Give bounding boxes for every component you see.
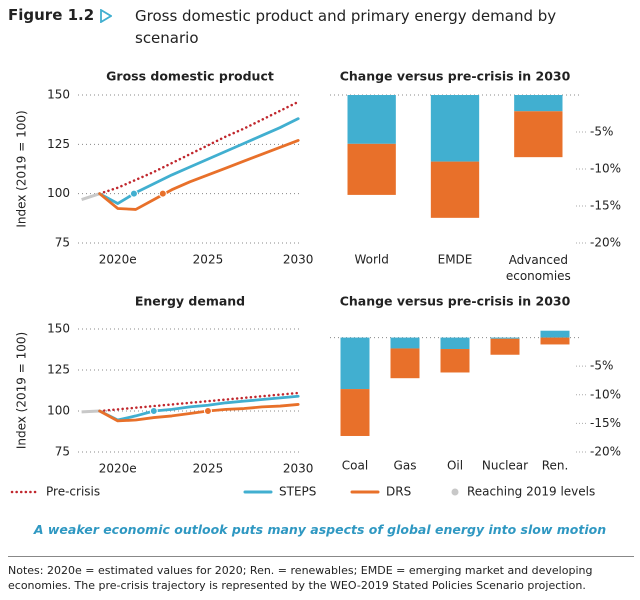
notes: Notes: 2020e = estimated values for 2020… <box>8 556 634 593</box>
reach-marker <box>203 407 212 415</box>
x-tick-label: 2025 <box>193 462 224 476</box>
bar-segment <box>540 330 570 338</box>
series-line <box>98 100 300 195</box>
bar-segment <box>430 95 480 162</box>
legend-label: Pre-crisis <box>46 485 100 499</box>
legend-swatch <box>451 488 459 496</box>
y-tick-label: -5% <box>590 359 613 373</box>
bar-segment <box>490 337 520 339</box>
bar-segment <box>490 338 520 355</box>
history-line <box>81 192 101 202</box>
series-line <box>98 394 300 422</box>
panel-title: Change versus pre-crisis in 2030 <box>340 69 571 84</box>
y-tick-label: 75 <box>55 236 70 250</box>
reach-marker <box>149 407 158 415</box>
bar-segment <box>514 95 563 112</box>
y-tick-label: -10% <box>590 387 621 401</box>
y-tick-label: 125 <box>47 363 70 377</box>
x-tick-label: World <box>354 253 388 267</box>
bar-segment <box>540 337 570 345</box>
bar-segment <box>340 389 370 436</box>
panel-title: Change versus pre-crisis in 2030 <box>340 294 571 309</box>
history-line <box>81 409 100 414</box>
x-tick-label: 2030 <box>283 462 314 476</box>
bar-segment <box>440 349 470 373</box>
panel-title: Gross domestic product <box>106 69 274 84</box>
y-tick-label: 75 <box>55 445 70 459</box>
y-tick-label: 100 <box>47 404 70 418</box>
y-tick-label: 125 <box>47 137 70 151</box>
y-tick-label: 150 <box>47 322 70 336</box>
series-line <box>98 117 300 205</box>
x-tick-label: Nuclear <box>482 459 528 473</box>
bar-segment <box>430 161 480 218</box>
y-axis-label: Index (2019 = 100) <box>15 332 29 449</box>
x-tick-label: Coal <box>342 459 368 473</box>
y-axis-label: Index (2019 = 100) <box>15 110 29 227</box>
x-tick-label: Advanced economies <box>506 253 571 283</box>
reach-marker <box>158 189 167 198</box>
header: Figure 1.2 Gross domestic product and pr… <box>0 0 640 52</box>
figure-label: Figure 1.2 <box>8 6 95 24</box>
y-tick-label: 150 <box>47 88 70 102</box>
reach-marker <box>129 189 138 198</box>
panel-title: Energy demand <box>135 294 245 309</box>
caption: A weaker economic outlook puts many aspe… <box>33 522 607 537</box>
y-tick-label: -20% <box>590 445 621 459</box>
y-tick-label: -10% <box>590 162 621 176</box>
x-tick-label: 2030 <box>283 253 314 267</box>
series-line <box>98 391 300 413</box>
bar-segment <box>390 348 420 379</box>
y-tick-label: 100 <box>47 186 70 200</box>
x-tick-label: 2020e <box>99 253 137 267</box>
series-line <box>98 403 300 423</box>
bar-segment <box>440 337 470 350</box>
x-tick-label: Ren. <box>542 459 569 473</box>
y-tick-label: -20% <box>590 236 621 250</box>
x-tick-label: EMDE <box>438 253 473 267</box>
legend-label: STEPS <box>279 485 316 499</box>
y-tick-label: -5% <box>590 125 613 139</box>
series-line <box>98 138 300 211</box>
y-tick-label: -15% <box>590 416 621 430</box>
x-tick-label: Oil <box>447 459 463 473</box>
figure-title: Gross domestic product and primary energ… <box>135 7 557 47</box>
bar-segment <box>390 337 420 349</box>
bar-segment <box>340 337 370 390</box>
x-tick-label: 2020e <box>99 462 137 476</box>
bar-segment <box>347 143 396 195</box>
x-tick-label: 2025 <box>193 253 224 267</box>
charts: Gross domestic product Index (2019 = 100)… <box>10 69 621 499</box>
x-tick-label: Gas <box>394 459 417 473</box>
bar-segment <box>514 111 563 158</box>
legend-label: Reaching 2019 levels <box>467 485 595 499</box>
bar-segment <box>347 95 396 144</box>
figure-arrow <box>100 9 112 23</box>
legend-label: DRS <box>386 485 411 499</box>
y-tick-label: -15% <box>590 199 621 213</box>
